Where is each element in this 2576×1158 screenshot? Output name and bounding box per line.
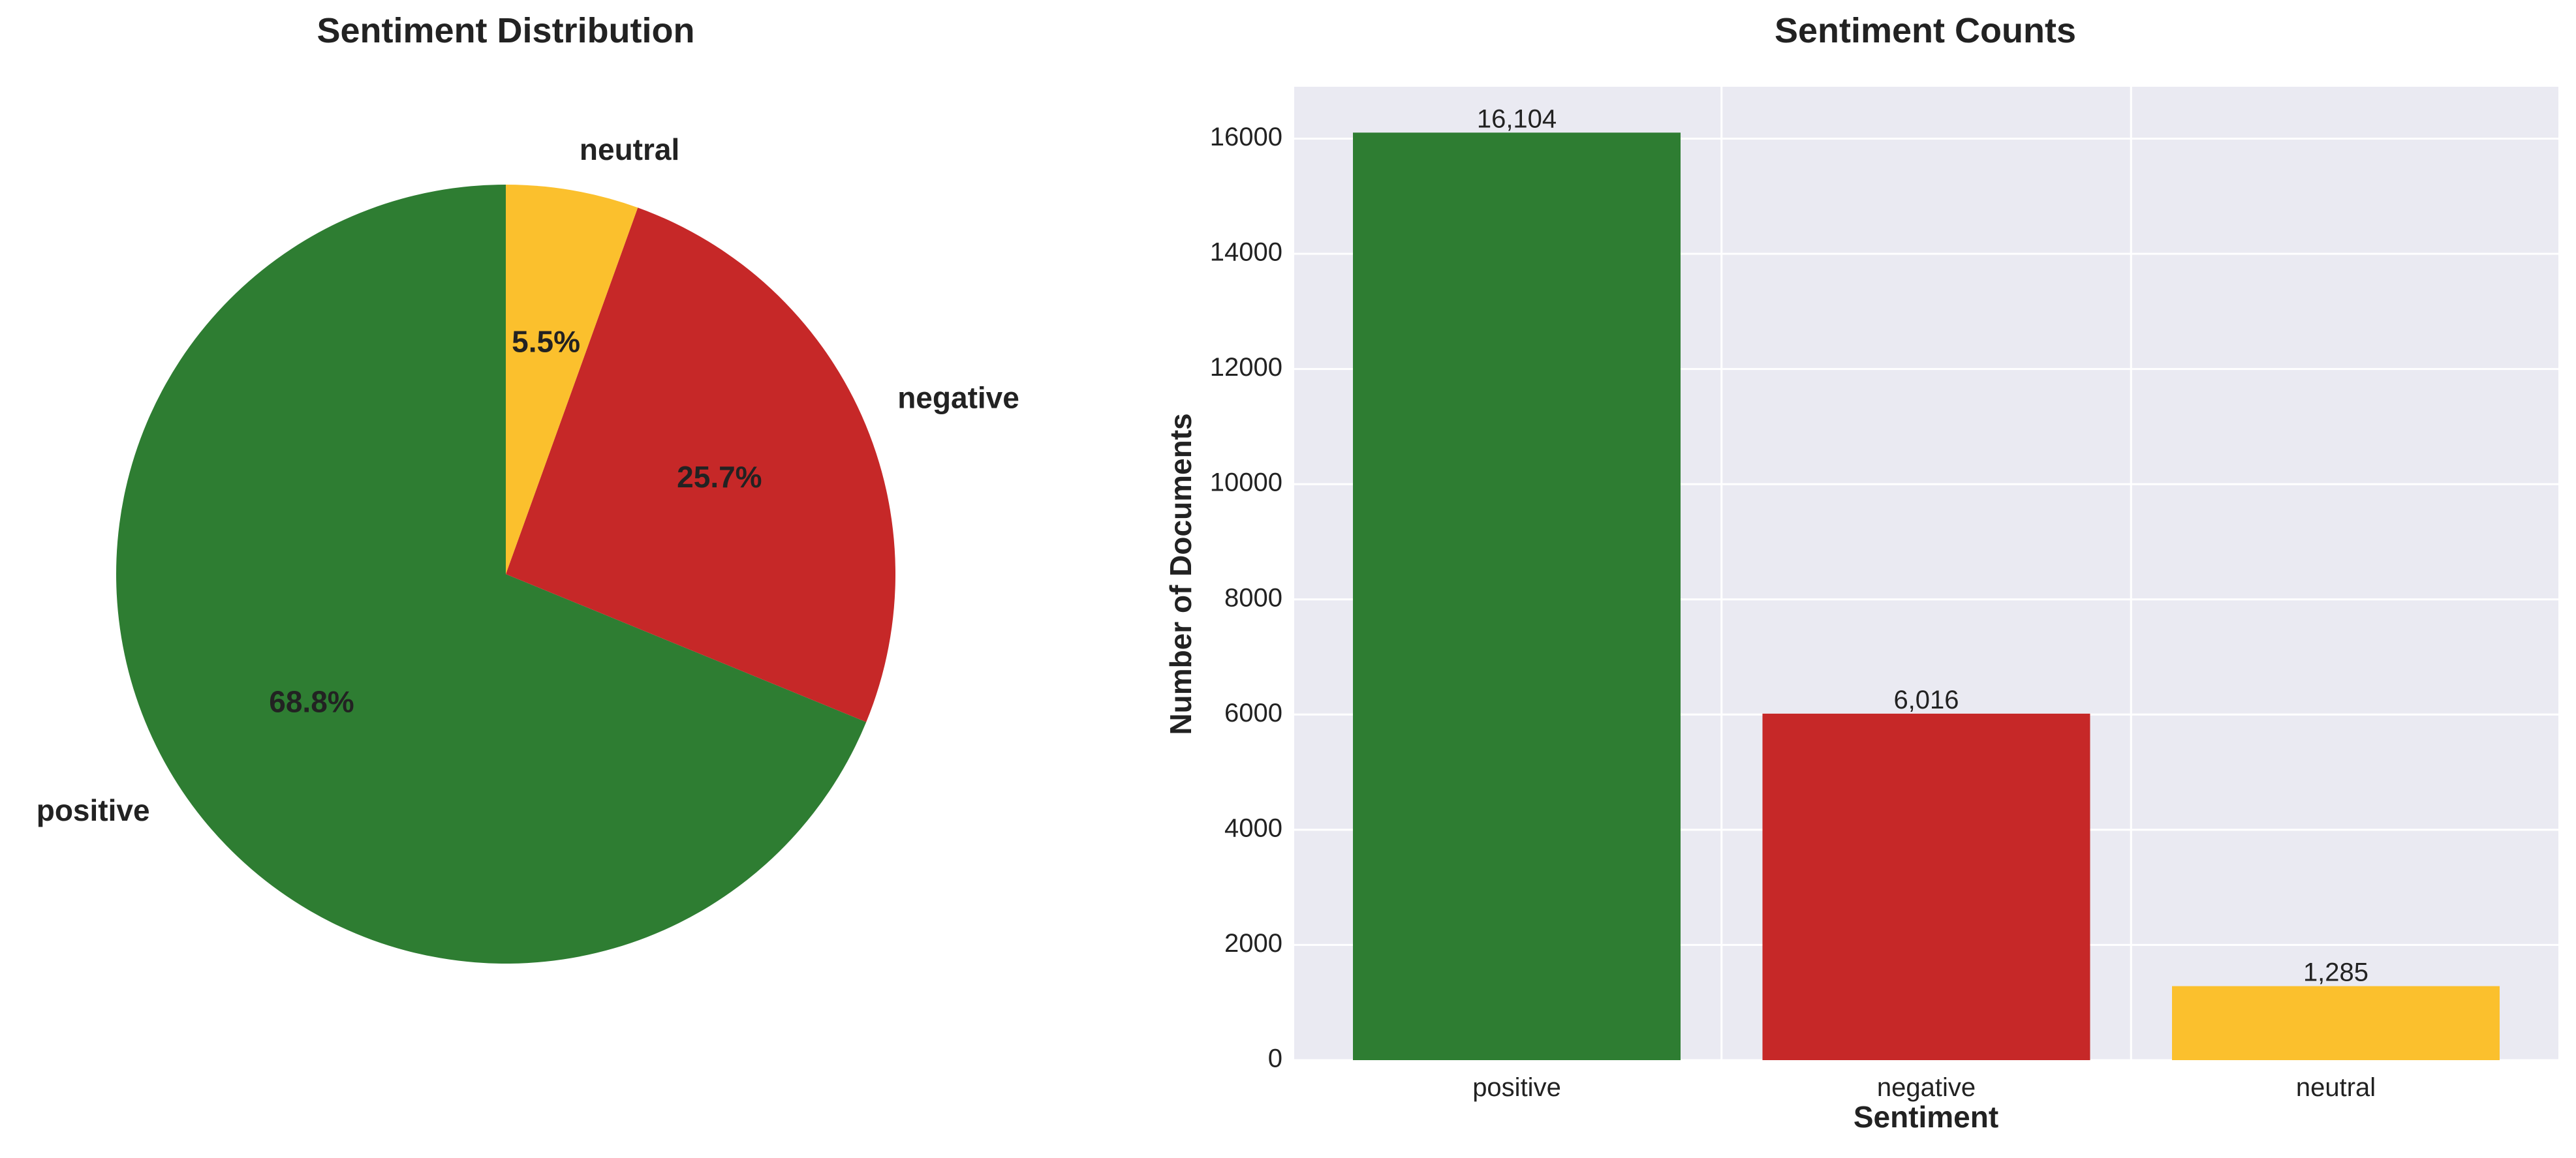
- pie-chart: 68.8% positive 25.7% negative 5.5% neutral: [37, 132, 1019, 964]
- pie-percent-label-neutral: 5.5%: [512, 324, 580, 358]
- bar-neutral: [2172, 986, 2500, 1060]
- x-tick-label-negative: negative: [1877, 1073, 1976, 1102]
- y-tick-label: 6000: [1224, 699, 1282, 727]
- y-tick-label: 12000: [1210, 353, 1282, 382]
- y-axis-label: Number of Documents: [1164, 413, 1198, 735]
- bar-negative: [1762, 713, 2090, 1060]
- y-tick-label: 0: [1268, 1044, 1282, 1073]
- pie-slice-positive: [116, 185, 867, 964]
- y-tick-label: 16000: [1210, 123, 1282, 151]
- x-tick-label-neutral: neutral: [2296, 1073, 2376, 1102]
- pie-percent-label-negative: 25.7%: [677, 460, 762, 494]
- bar-positive: [1353, 132, 1681, 1061]
- y-tick-label: 10000: [1210, 468, 1282, 497]
- pie-category-label-positive: positive: [37, 793, 150, 827]
- y-tick-label: 8000: [1224, 583, 1282, 612]
- bar-chart-title: Sentiment Counts: [1775, 11, 2076, 50]
- bar-chart: 16,104 6,016 1,285: [1353, 104, 2500, 1061]
- pie-slice-negative: [506, 207, 895, 722]
- pie-slice-neutral: [506, 185, 638, 574]
- bar-value-label-neutral: 1,285: [2303, 958, 2368, 987]
- y-tick-label: 4000: [1224, 814, 1282, 842]
- x-tick-label-positive: positive: [1472, 1073, 1561, 1102]
- x-axis-label: Sentiment: [1854, 1100, 1998, 1134]
- x-axis-ticks: positive negative neutral: [1472, 1073, 2376, 1102]
- y-axis-ticks: 0 2000 4000 6000 8000 10000 12000 14000 16000: [1210, 123, 1282, 1073]
- pie-category-label-negative: negative: [897, 381, 1019, 415]
- y-tick-label: 2000: [1224, 929, 1282, 958]
- bar-value-label-negative: 6,016: [1893, 686, 1959, 714]
- y-tick-label: 14000: [1210, 238, 1282, 267]
- pie-chart-title: Sentiment Distribution: [317, 11, 695, 50]
- pie-category-label-neutral: neutral: [580, 132, 679, 166]
- bar-value-label-positive: 16,104: [1477, 104, 1557, 133]
- pie-percent-label-positive: 68.8%: [269, 685, 354, 719]
